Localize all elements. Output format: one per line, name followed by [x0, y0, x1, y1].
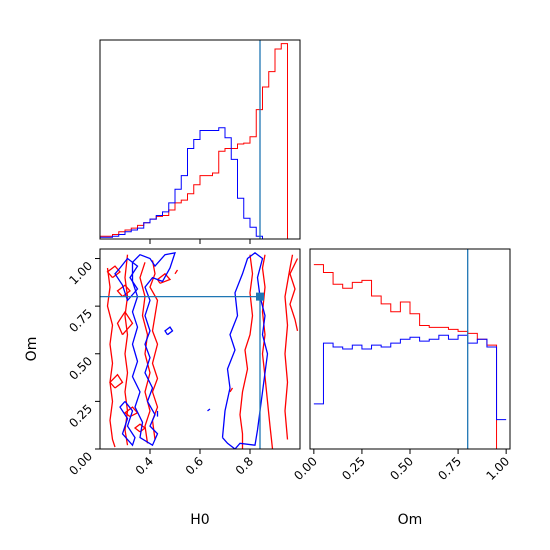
histogram-step-series-1 [313, 334, 507, 421]
contour-path-0-5 [109, 373, 124, 389]
contour-path-0-10 [133, 423, 147, 433]
h0-om-contour-panel: 0.4 0.6 0.8 0.00 0.25 0.50 0.75 1.00 H0 Om [24, 248, 301, 528]
y-tick-label: 0.75 [66, 306, 95, 335]
om-histogram-steps [313, 264, 507, 450]
x-axis-label-h0: H0 [190, 512, 209, 528]
contour-lines [106, 251, 299, 449]
contour-path-0-15 [229, 387, 234, 393]
histogram-step-series-0 [313, 264, 507, 450]
contour-x-ticks: 0.4 0.6 0.8 [133, 449, 256, 478]
contour-path-0-14 [289, 258, 299, 332]
contour-path-0-0 [106, 267, 116, 448]
truth-point-marker [256, 292, 264, 301]
histogram-step-series-1 [100, 127, 300, 240]
contour-path-0-16 [174, 269, 179, 275]
contour-path-0-4 [116, 310, 134, 336]
x-tick-label: 0.4 [133, 454, 156, 477]
contour-path-0-9 [156, 272, 172, 284]
contour-path-1-1 [131, 251, 176, 447]
x-tick-label: 0.6 [183, 454, 206, 477]
contour-path-1-5 [207, 408, 211, 412]
contour-path-0-12 [261, 254, 274, 449]
om-x-tick-label: 0.75 [435, 454, 464, 483]
histogram-step-series-0 [100, 43, 300, 240]
contour-path-1-2 [119, 400, 136, 447]
om-x-tick-label: 0.25 [339, 454, 368, 483]
contour-path-0-13 [284, 254, 294, 440]
om-x-tick-label: 0.50 [387, 454, 416, 483]
y-tick-label: 0.50 [66, 354, 95, 383]
h0-histogram-panel [99, 39, 301, 244]
contour-path-0-11 [239, 254, 254, 449]
y-tick-label: 0.25 [66, 402, 95, 431]
contour-path-0-7 [123, 406, 139, 418]
x-tick-label: 0.8 [233, 454, 256, 477]
y-tick-label: 0.00 [66, 449, 95, 478]
om-histogram-panel: 0.00 0.25 0.50 0.75 1.00 Om [291, 248, 512, 528]
h0-histogram-ticks [149, 239, 251, 244]
contour-path-0-6 [116, 284, 131, 298]
h0-histogram-steps [100, 43, 300, 240]
y-tick-label: 1.00 [66, 259, 95, 288]
y-axis-label-om: Om [24, 337, 40, 362]
contour-path-1-4 [221, 251, 269, 449]
om-x-tick-label: 0.00 [291, 454, 320, 483]
contour-path-1-3 [164, 326, 174, 336]
contour-y-ticks: 0.00 0.25 0.50 0.75 1.00 [66, 258, 100, 478]
contour-path-0-2 [139, 262, 151, 444]
contour-path-0-8 [106, 265, 121, 279]
om-x-ticks: 0.00 0.25 0.50 0.75 1.00 [291, 449, 512, 483]
contour-path-0-3 [149, 260, 159, 440]
x-axis-label-om: Om [398, 512, 423, 528]
contour-path-1-0 [114, 257, 139, 302]
om-x-tick-label: 1.00 [483, 454, 512, 483]
om-histogram-frame [309, 248, 511, 450]
